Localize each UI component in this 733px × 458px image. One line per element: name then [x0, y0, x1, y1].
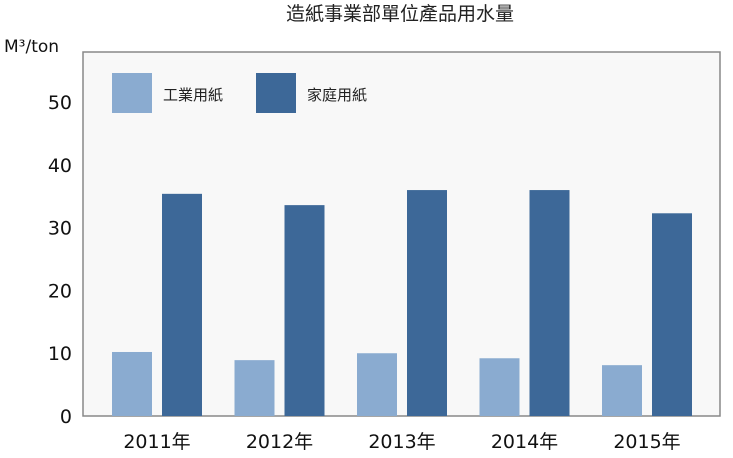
x-tick-label: 2013年: [368, 431, 435, 453]
y-tick-label: 0: [60, 406, 72, 428]
x-tick-label: 2011年: [123, 431, 190, 453]
x-tick-label: 2015年: [613, 431, 680, 453]
y-tick-label: 40: [48, 155, 72, 177]
legend-swatch: [112, 73, 152, 113]
bar-household-2015年: [652, 213, 692, 416]
x-tick-label: 2012年: [246, 431, 313, 453]
legend-label: 工業用紙: [163, 86, 223, 104]
y-tick-label: 20: [48, 280, 72, 302]
bar-industrial-2011年: [112, 351, 152, 416]
bar-household-2011年: [162, 193, 202, 416]
legend-swatch: [256, 73, 296, 113]
chart-title: 造紙事業部單位產品用水量: [286, 3, 514, 25]
bar-industrial-2013年: [357, 353, 397, 416]
x-tick-label: 2014年: [491, 431, 558, 453]
y-tick-label: 50: [48, 92, 72, 114]
y-tick-label: 30: [48, 218, 72, 240]
legend-label: 家庭用紙: [307, 86, 367, 104]
y-tick-label: 10: [48, 343, 72, 365]
bar-household-2012年: [284, 205, 325, 416]
bar-industrial-2015年: [602, 365, 642, 416]
bar-industrial-2014年: [479, 358, 520, 416]
bar-household-2014年: [529, 190, 570, 416]
y-axis-label: M³/ton: [4, 37, 59, 57]
bar-household-2013年: [407, 190, 447, 416]
bar-industrial-2012年: [234, 360, 275, 416]
